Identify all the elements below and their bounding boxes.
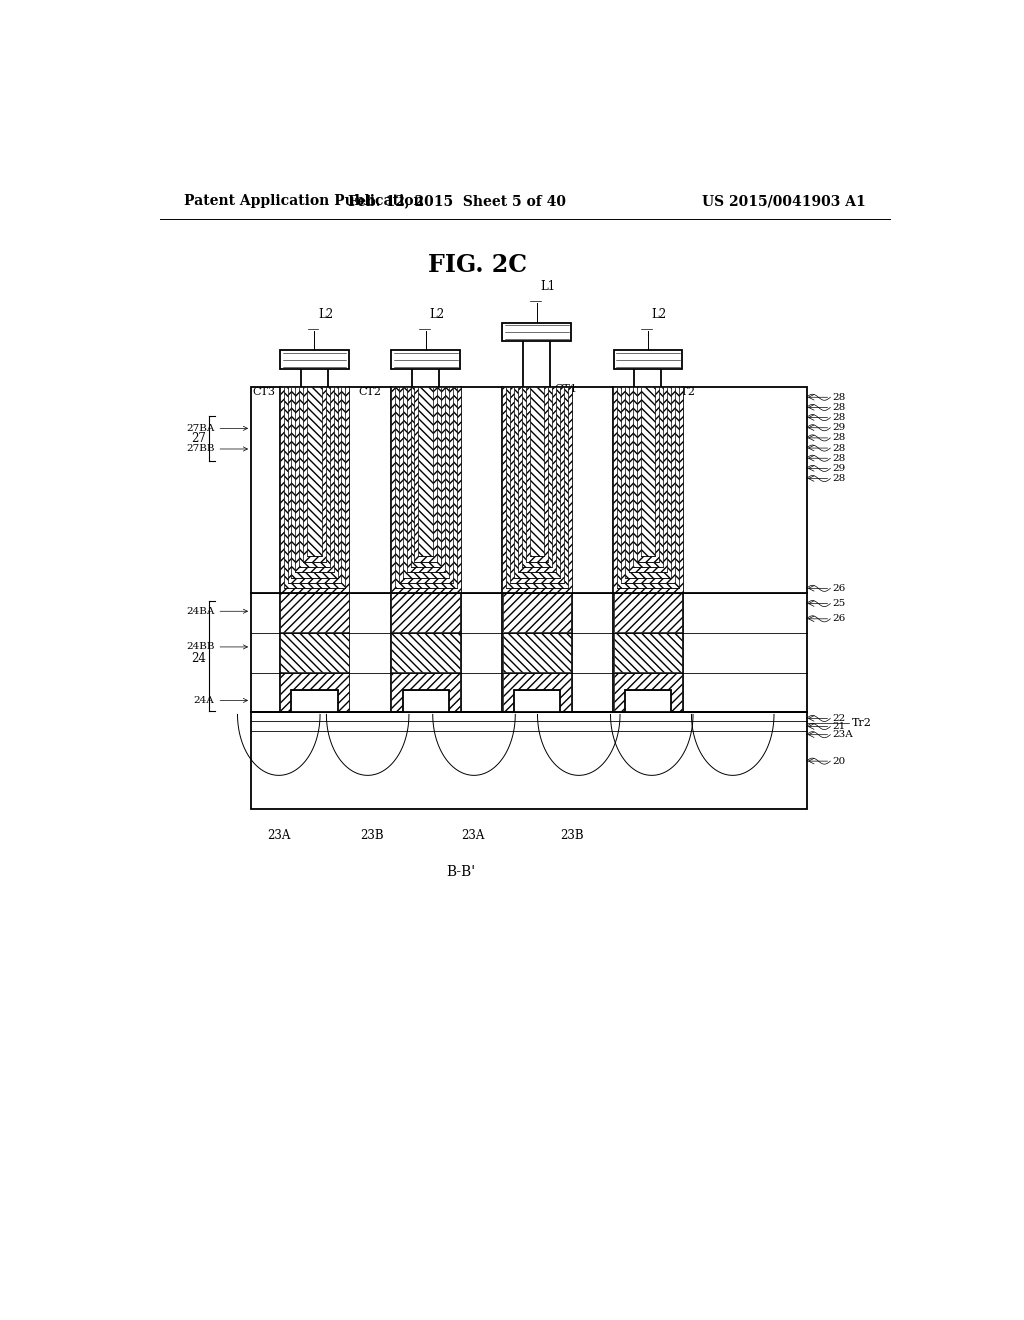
Bar [629,387,667,573]
Text: 28: 28 [831,433,845,442]
Bar [503,634,570,672]
Bar [514,690,560,713]
Text: 29: 29 [831,463,845,473]
Text: L1: L1 [541,280,556,293]
Text: 27: 27 [190,432,206,445]
Bar [641,387,655,557]
Bar [613,387,683,594]
Bar [281,594,348,632]
Text: 20: 20 [831,756,845,766]
Bar [394,387,457,589]
Text: 28: 28 [831,474,845,483]
Text: CT1: CT1 [554,384,578,395]
Text: 24: 24 [190,652,206,665]
Text: 28: 28 [831,393,845,401]
Bar [419,387,433,557]
Bar [613,594,682,632]
Text: 27BB: 27BB [186,445,248,454]
Text: US 2015/0041903 A1: US 2015/0041903 A1 [702,194,866,209]
Bar [398,387,453,583]
Text: 29: 29 [831,424,845,432]
Text: 28: 28 [831,444,845,453]
Text: 23A: 23A [461,829,484,842]
Text: 23A: 23A [831,730,853,739]
Bar [625,690,671,713]
Bar [296,387,334,573]
Bar [529,387,544,557]
Bar [502,387,571,594]
Bar [407,387,444,573]
Text: 24BA: 24BA [186,607,248,615]
Text: 21: 21 [831,722,845,731]
Text: 22: 22 [831,714,845,723]
Bar [415,387,436,562]
Bar [506,387,567,589]
Bar [402,690,449,713]
Text: 26: 26 [831,583,845,593]
Bar [288,387,341,583]
Text: Feb. 12, 2015  Sheet 5 of 40: Feb. 12, 2015 Sheet 5 of 40 [348,194,566,209]
Text: FIG. 2C: FIG. 2C [428,253,526,277]
Text: Patent Application Publication: Patent Application Publication [183,194,423,209]
Bar [633,387,663,568]
Bar [281,351,349,368]
Bar [518,387,556,573]
Bar [521,387,552,568]
Bar [391,594,460,632]
Bar [616,387,679,589]
Text: 24BB: 24BB [186,643,248,652]
Bar [251,387,807,713]
Text: 25: 25 [831,599,845,609]
Text: B-B': B-B' [446,865,476,879]
Text: 28: 28 [831,454,845,463]
Bar [613,634,682,672]
Text: L2: L2 [652,308,667,321]
Bar [284,387,345,589]
Bar [299,387,330,568]
Text: 23A: 23A [267,829,291,842]
Bar [251,713,807,809]
Text: CT2: CT2 [672,387,695,397]
Bar [510,387,563,583]
Bar [503,323,571,342]
Bar [525,387,548,562]
Bar [307,387,322,557]
Bar [402,387,449,578]
Bar [280,387,349,594]
Text: 23B: 23B [359,829,383,842]
Bar [303,387,326,562]
Bar [613,673,682,711]
Bar [637,387,658,562]
Text: L2: L2 [318,308,334,321]
Bar [391,634,460,672]
Bar [621,387,675,583]
Bar [391,673,460,711]
Bar [411,387,440,568]
Text: CT2: CT2 [358,387,382,397]
Bar [503,594,570,632]
Text: L2: L2 [430,308,444,321]
Bar [613,351,682,368]
Text: 24A: 24A [194,696,248,705]
Bar [625,387,671,578]
Text: Tr2: Tr2 [852,718,871,727]
Text: 28: 28 [831,413,845,422]
Bar [503,673,570,711]
Bar [391,351,460,368]
Text: 27BA: 27BA [186,424,248,433]
Text: 23B: 23B [560,829,584,842]
Text: CT3: CT3 [253,387,275,397]
Text: 26: 26 [831,614,845,623]
Bar [391,387,461,594]
Bar [514,387,560,578]
Text: 28: 28 [831,403,845,412]
Bar [281,673,348,711]
Bar [281,634,348,672]
Bar [292,690,338,713]
Bar [292,387,338,578]
